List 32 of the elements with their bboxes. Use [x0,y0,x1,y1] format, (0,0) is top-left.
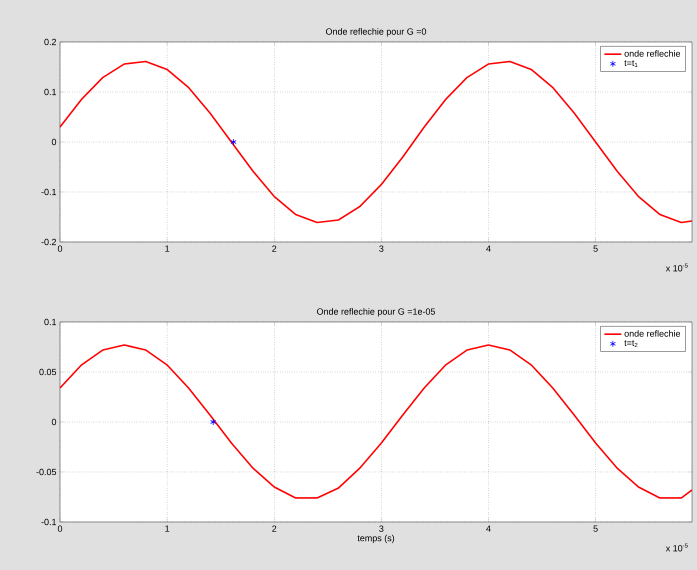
x-tick-label: 3 [379,246,384,252]
x-tick-label: 0 [58,246,62,252]
legend-label: t=t$_{1}$ [624,60,638,67]
legend-label: onde reflechie [624,330,680,337]
y-tick-label: 0.1 [44,88,56,96]
line-series [59,60,693,224]
y-tick-label: -0.1 [41,188,56,196]
x-tick-label: 1 [165,526,170,532]
x-axis-title: temps (s) [357,534,394,544]
y-tick-label: 0 [52,138,56,146]
x-tick-label: 4 [486,526,491,532]
text: x 10$^{-5}$ [666,543,688,552]
y-tick-label: -0.2 [41,238,56,246]
y-tick-label: 0 [52,418,56,426]
x-tick-label: 2 [272,246,276,252]
x-tick-label: 2 [272,526,276,532]
x-tick-label: 4 [486,246,491,252]
chart-title: Onde reflechie pour G =1e-05 [316,308,436,316]
x-tick-label: 0 [58,526,62,532]
y-tick-label: 0.1 [44,318,56,326]
x-tick-label: 5 [593,246,598,252]
x-tick-label: 5 [593,526,598,532]
y-tick-label: 0.2 [44,38,56,46]
y-tick-label: -0.05 [36,468,56,476]
chart-title: Onde reflechie pour G =0 [326,28,426,36]
legend-label: t=t$_{2}$ [624,340,638,348]
text: x 10$^{-5}$ [666,263,688,272]
y-tick-label: 0.05 [39,368,56,376]
y-tick-label: -0.1 [41,518,56,526]
legend-label: onde reflechie [624,50,680,57]
x-tick-label: 3 [379,526,384,532]
x-tick-label: 1 [165,246,170,252]
